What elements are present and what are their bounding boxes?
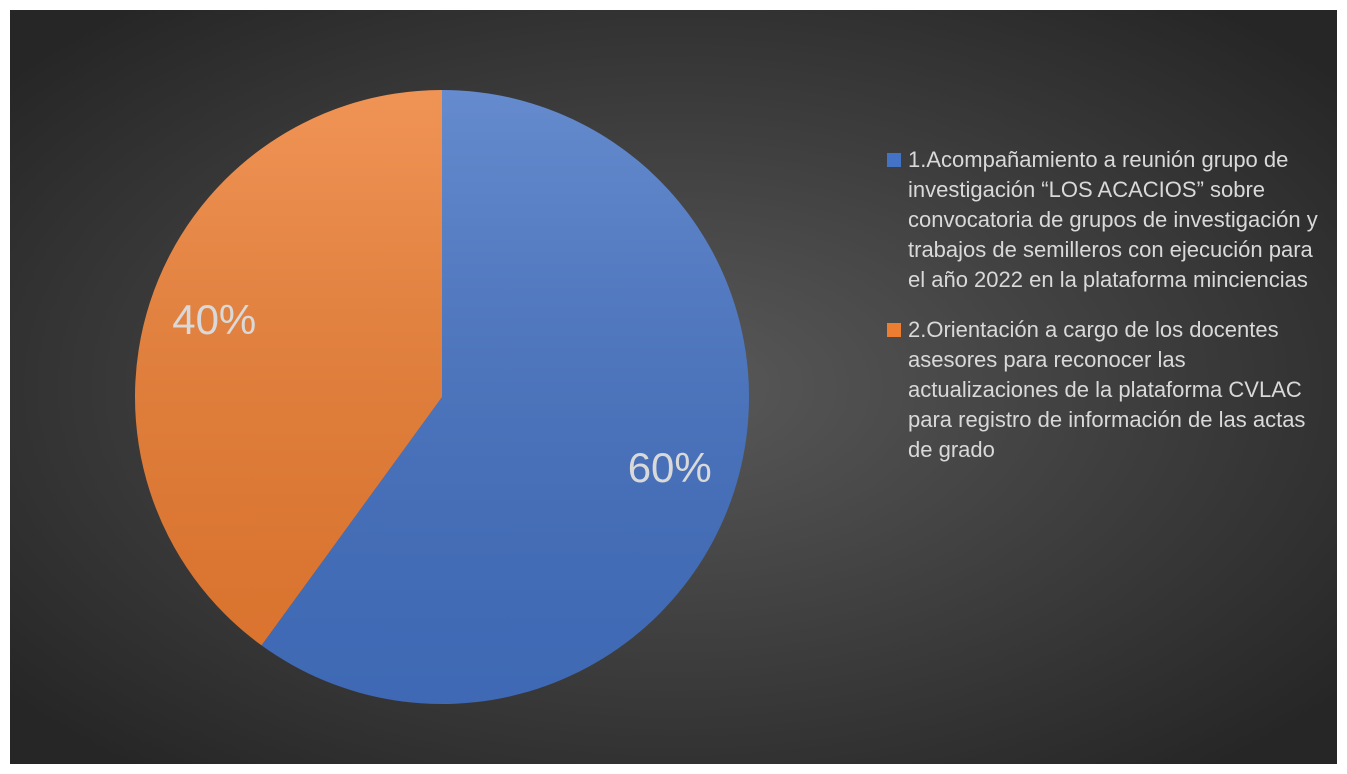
legend-label: 2.Orientación a cargo de los docentes as… bbox=[908, 317, 1306, 462]
legend-swatch bbox=[887, 153, 901, 167]
legend-swatch bbox=[887, 323, 901, 337]
legend-item: 1.Acompañamiento a reunión grupo de inve… bbox=[887, 145, 1337, 295]
legend-item: 2.Orientación a cargo de los docentes as… bbox=[887, 315, 1337, 465]
data-label: 60% bbox=[628, 444, 712, 491]
data-label: 40% bbox=[172, 296, 256, 343]
legend: 1.Acompañamiento a reunión grupo de inve… bbox=[887, 145, 1337, 485]
legend-label: 1.Acompañamiento a reunión grupo de inve… bbox=[908, 147, 1318, 292]
pie bbox=[135, 90, 749, 704]
